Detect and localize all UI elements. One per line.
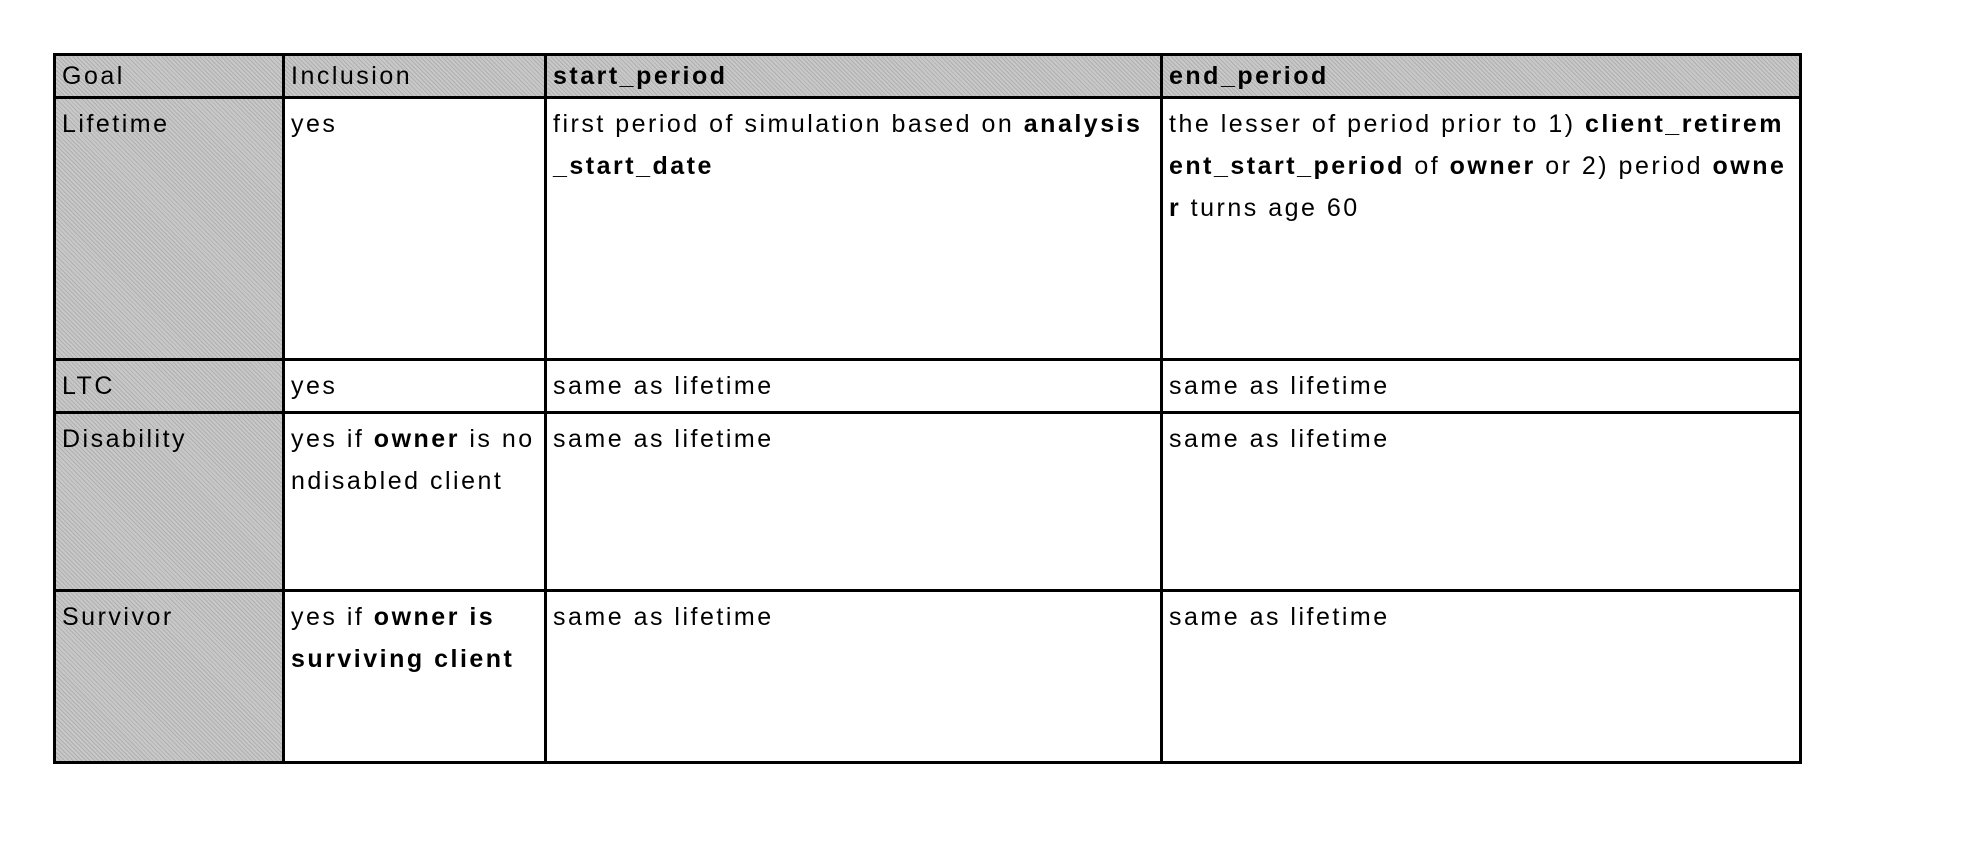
table-row: LTC yes same as lifetime same as lifetim… (55, 360, 1801, 413)
goal-cell: Survivor (55, 591, 284, 763)
table-row: Disability yes if owner is nondisabled c… (55, 413, 1801, 591)
header-goal: Goal (55, 55, 284, 98)
table-row: Survivor yes if owner is surviving clien… (55, 591, 1801, 763)
start-period-cell: same as lifetime (546, 360, 1162, 413)
inclusion-cell: yes if owner is nondisabled client (284, 413, 546, 591)
goal-cell: LTC (55, 360, 284, 413)
header-start-period: start_period (546, 55, 1162, 98)
end-period-cell: same as lifetime (1162, 591, 1801, 763)
table-row: Lifetime yes first period of simulation … (55, 98, 1801, 360)
goal-cell: Disability (55, 413, 284, 591)
start-period-cell: first period of simulation based on anal… (546, 98, 1162, 360)
header-inclusion: Inclusion (284, 55, 546, 98)
inclusion-cell: yes if owner is surviving client (284, 591, 546, 763)
inclusion-cell: yes (284, 98, 546, 360)
end-period-cell: same as lifetime (1162, 413, 1801, 591)
start-period-cell: same as lifetime (546, 413, 1162, 591)
end-period-cell: the lesser of period prior to 1) client_… (1162, 98, 1801, 360)
goal-cell: Lifetime (55, 98, 284, 360)
start-period-cell: same as lifetime (546, 591, 1162, 763)
inclusion-cell: yes (284, 360, 546, 413)
goal-period-table: Goal Inclusion start_period end_period L… (53, 53, 1802, 764)
header-end-period: end_period (1162, 55, 1801, 98)
header-row: Goal Inclusion start_period end_period (55, 55, 1801, 98)
end-period-cell: same as lifetime (1162, 360, 1801, 413)
